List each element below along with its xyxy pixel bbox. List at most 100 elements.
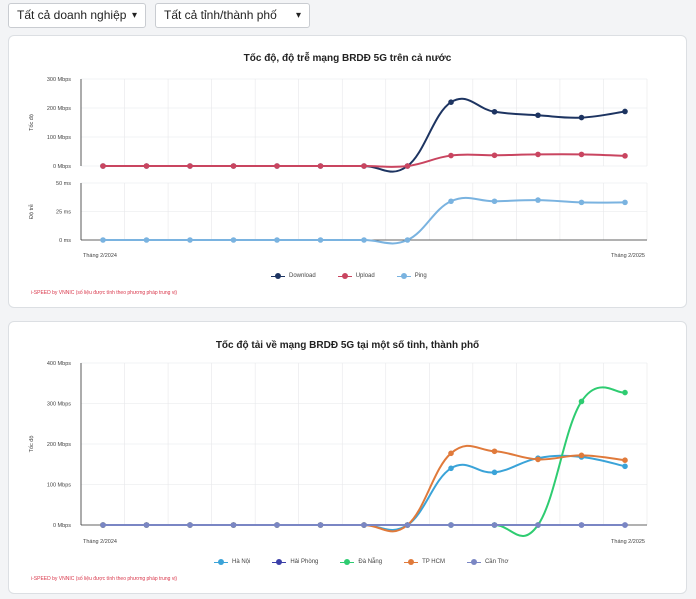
legend-label: Ping bbox=[414, 273, 427, 279]
data-point bbox=[535, 456, 541, 463]
speed-latency-chart: 0 Mbps 100 Mbps 200 Mbps 300 Mbps Tốc độ 0 ms… bbox=[28, 77, 648, 259]
y-axis-label: Độ trễ bbox=[28, 204, 35, 219]
data-point bbox=[622, 457, 628, 463]
x-tick-label: Tháng 2/2024 bbox=[83, 253, 117, 259]
data-point bbox=[230, 237, 237, 243]
legend-label: Hà Nội bbox=[232, 559, 251, 565]
data-point bbox=[622, 389, 628, 396]
data-point bbox=[448, 465, 454, 472]
legend-item-tp-hcm[interactable]: TP HCM bbox=[404, 559, 445, 565]
data-point bbox=[622, 108, 628, 115]
data-point bbox=[535, 522, 541, 528]
series-line-Download bbox=[103, 97, 626, 173]
y-tick-label: 300 Mbps bbox=[47, 77, 71, 83]
legend-label: Hải Phòng bbox=[290, 559, 319, 565]
series-line-Đà Nẵng bbox=[103, 386, 626, 537]
province-select-value: Tất cả tỉnh/thành phố bbox=[164, 8, 277, 22]
y-tick-label: 200 Mbps bbox=[47, 106, 71, 112]
data-point bbox=[622, 199, 628, 206]
data-point bbox=[491, 152, 498, 159]
legend-label: Cần Thơ bbox=[484, 559, 509, 565]
legend-swatch bbox=[214, 559, 228, 565]
data-point bbox=[622, 463, 628, 470]
data-point bbox=[578, 151, 585, 158]
legend-item-da-nang[interactable]: Đà Nẵng bbox=[340, 559, 382, 565]
data-point bbox=[143, 522, 150, 528]
chart-title: Tốc độ, độ trễ mạng BRDĐ 5G trên cả nước bbox=[243, 53, 452, 64]
y-tick-label: 0 Mbps bbox=[53, 164, 71, 170]
data-point bbox=[404, 163, 411, 169]
data-point bbox=[491, 198, 498, 205]
data-point bbox=[622, 153, 628, 159]
y-tick-label: 100 Mbps bbox=[47, 135, 71, 141]
data-point bbox=[622, 522, 628, 528]
series-line-Ping bbox=[103, 196, 626, 245]
y-tick-label: 200 Mbps bbox=[47, 442, 71, 448]
data-point bbox=[143, 163, 150, 169]
series-line-TP HCM bbox=[103, 444, 626, 533]
legend-item-hai-phong[interactable]: Hải Phòng bbox=[272, 559, 318, 565]
data-point bbox=[448, 522, 454, 528]
enterprise-select-value: Tất cả doanh nghiệp bbox=[17, 8, 127, 22]
legend-swatch bbox=[272, 559, 287, 565]
source-note: i-SPEED by VNNIC (số liệu được tính theo… bbox=[31, 576, 178, 582]
legend-item-ping[interactable]: Ping bbox=[396, 273, 427, 279]
province-select[interactable]: Tất cả tỉnh/thành phố ▾ bbox=[155, 3, 310, 28]
x-tick-label: Tháng 2/2025 bbox=[611, 253, 645, 259]
legend-swatch bbox=[396, 273, 411, 279]
filter-bar: Tất cả doanh nghiệp ▾ Tất cả tỉnh/thành … bbox=[0, 0, 696, 34]
legend-label: Upload bbox=[355, 273, 375, 279]
chevron-down-icon: ▾ bbox=[295, 10, 301, 21]
data-point bbox=[448, 99, 454, 105]
y-axis-label: Tốc độ bbox=[29, 436, 35, 453]
data-point bbox=[448, 198, 454, 205]
legend-swatch bbox=[340, 559, 355, 565]
speed-latency-card: Tốc độ, độ trễ mạng BRDĐ 5G trên cả nước… bbox=[8, 35, 687, 308]
data-point bbox=[404, 237, 411, 243]
data-point bbox=[274, 522, 280, 528]
y-tick-label: 0 ms bbox=[59, 238, 71, 244]
data-point bbox=[448, 152, 454, 159]
chevron-down-icon: ▾ bbox=[131, 10, 137, 21]
y-tick-label: 25 ms bbox=[56, 210, 71, 216]
data-point bbox=[361, 163, 367, 169]
y-axis-label: Tốc độ bbox=[29, 114, 35, 131]
data-point bbox=[578, 199, 585, 206]
legend-item-ha-noi[interactable]: Hà Nội bbox=[214, 559, 250, 565]
legend-swatch bbox=[337, 273, 352, 279]
enterprise-select[interactable]: Tất cả doanh nghiệp ▾ bbox=[8, 3, 146, 28]
data-point bbox=[535, 151, 541, 158]
data-point bbox=[491, 522, 498, 528]
legend-item-upload[interactable]: Upload bbox=[337, 273, 375, 279]
y-tick-label: 400 Mbps bbox=[47, 361, 71, 367]
data-point bbox=[317, 163, 324, 169]
data-point bbox=[100, 237, 106, 243]
city-speed-chart: 0 Mbps 100 Mbps 200 Mbps 300 Mbps 400 Mbps Tố… bbox=[29, 361, 648, 545]
data-point bbox=[187, 237, 193, 243]
data-point bbox=[535, 112, 541, 119]
chart-title: Tốc độ tải về mạng BRDĐ 5G tại một số tỉ… bbox=[215, 340, 480, 351]
data-point bbox=[578, 398, 585, 405]
y-tick-label: 0 Mbps bbox=[53, 523, 71, 529]
data-point bbox=[100, 522, 106, 528]
data-point bbox=[187, 163, 193, 169]
data-point bbox=[143, 237, 150, 243]
x-tick-label: Tháng 2/2025 bbox=[611, 539, 645, 545]
chart-legend: Download Upload Ping bbox=[271, 273, 427, 279]
data-point bbox=[578, 452, 585, 459]
data-point bbox=[491, 108, 498, 115]
legend-label: Download bbox=[289, 273, 316, 279]
data-point bbox=[230, 522, 237, 528]
city-speed-card: Tốc độ tải về mạng BRDĐ 5G tại một số tỉ… bbox=[8, 321, 687, 594]
data-point bbox=[317, 522, 324, 528]
series-line-Hà Nội bbox=[103, 454, 626, 531]
legend-swatch bbox=[271, 273, 285, 279]
legend-item-download[interactable]: Download bbox=[271, 273, 316, 279]
data-point bbox=[361, 237, 367, 243]
data-point bbox=[100, 163, 106, 169]
data-point bbox=[578, 522, 585, 528]
legend-swatch bbox=[404, 559, 419, 565]
data-point bbox=[187, 522, 193, 528]
legend-item-can-tho[interactable]: Cần Thơ bbox=[466, 559, 509, 565]
data-point bbox=[274, 163, 280, 169]
